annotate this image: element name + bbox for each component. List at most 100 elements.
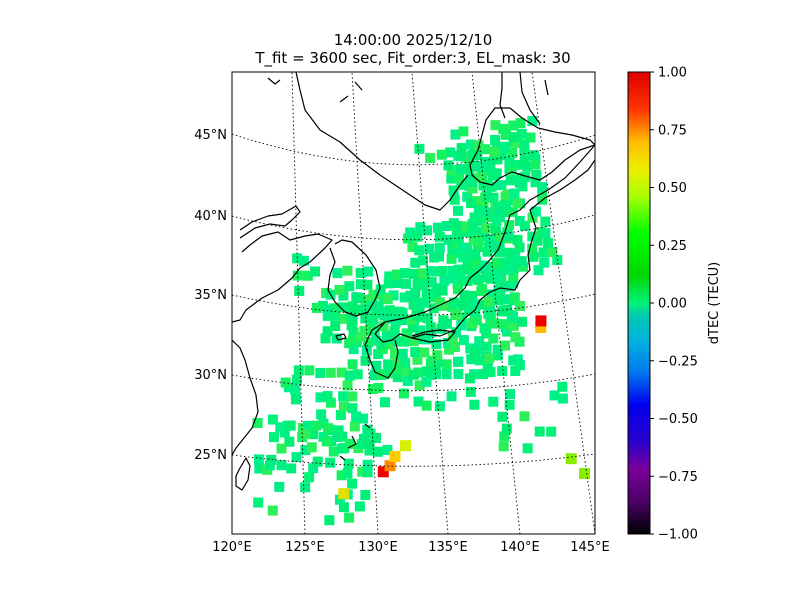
- tec-anomaly-cell: [400, 440, 412, 452]
- tec-cell: [466, 139, 477, 150]
- tec-cell: [477, 283, 488, 294]
- tec-cell: [315, 367, 326, 378]
- tec-cell: [487, 289, 498, 300]
- tec-cell: [365, 428, 376, 439]
- tec-cell: [483, 296, 494, 307]
- colorbar-tick-label: −0.75: [658, 470, 698, 485]
- colorbar: 1.00 0.75 0.50 0.25 0.00 −0.25 −0.50 −0.75 −1.00…: [627, 66, 722, 543]
- tec-cell: [485, 367, 496, 378]
- tec-cell: [365, 322, 376, 333]
- tec-cell: [478, 199, 489, 210]
- tec-cell: [484, 353, 495, 364]
- tec-cell: [422, 225, 433, 236]
- tec-cell: [292, 270, 303, 281]
- tec-cell: [417, 280, 428, 291]
- coastline-shikoku: [411, 329, 456, 343]
- tec-cell: [471, 315, 482, 326]
- tec-cell: [510, 365, 521, 376]
- tec-cell: [346, 320, 357, 331]
- tec-cell: [391, 269, 402, 280]
- tec-cell: [516, 256, 527, 267]
- tec-cell: [460, 221, 471, 232]
- tec-cell: [493, 202, 504, 213]
- tec-cell: [485, 160, 496, 171]
- tec-cell: [477, 369, 488, 380]
- tec-cell: [455, 248, 466, 259]
- tec-cell: [276, 460, 287, 471]
- tec-cell: [530, 177, 541, 188]
- tec-cell: [333, 425, 344, 436]
- tec-cell: [534, 426, 545, 437]
- tec-cell: [325, 457, 336, 468]
- tec-cell: [486, 181, 497, 192]
- colorbar-tick-label: 0.75: [658, 123, 687, 138]
- tec-cell: [417, 268, 428, 279]
- tec-cell: [373, 382, 384, 393]
- tec-cell: [336, 367, 347, 378]
- tec-cell: [514, 177, 525, 188]
- tec-cell: [328, 446, 339, 457]
- tec-cell: [500, 129, 511, 140]
- tec-cell: [453, 264, 464, 275]
- tec-cell: [408, 268, 419, 279]
- tec-cell: [345, 302, 356, 313]
- tec-cell: [424, 243, 435, 254]
- tec-cell: [482, 362, 493, 373]
- tec-cell: [557, 381, 568, 392]
- colorbar-tick-label: 0.25: [658, 239, 687, 254]
- tec-cell: [311, 420, 322, 431]
- tec-cell: [322, 304, 333, 315]
- tec-cell: [436, 149, 447, 160]
- tec-cell: [540, 216, 551, 227]
- tec-cell: [474, 336, 485, 347]
- tec-cell: [452, 205, 463, 216]
- tec-cell: [413, 396, 424, 407]
- tec-cell: [342, 265, 353, 276]
- colorbar-gradient: [627, 71, 651, 535]
- tec-cell: [354, 304, 365, 315]
- tec-cell: [410, 257, 421, 268]
- tec-cell: [538, 247, 549, 258]
- tec-cell: [464, 373, 475, 384]
- tec-anomaly-cell: [389, 450, 401, 462]
- tec-cell: [360, 313, 371, 324]
- tec-cell: [470, 256, 481, 267]
- tec-cell: [443, 344, 454, 355]
- tec-cell: [519, 220, 530, 231]
- colorbar-tick-label: 0.00: [658, 297, 687, 312]
- tec-cell: [506, 195, 517, 206]
- tec-cell: [421, 334, 432, 345]
- tec-cell: [446, 253, 457, 264]
- tec-cell: [528, 251, 539, 262]
- tec-cell: [449, 342, 460, 353]
- tec-cell: [344, 512, 355, 523]
- tec-cell: [480, 269, 491, 280]
- tec-cell: [467, 176, 478, 187]
- tec-cell: [462, 252, 473, 263]
- lat-label-30: 30°N: [194, 368, 227, 383]
- tec-anomaly-cell: [579, 467, 591, 479]
- tec-cell: [427, 288, 438, 299]
- tec-cell: [473, 140, 484, 151]
- tec-cell: [433, 251, 444, 262]
- tec-cell: [510, 332, 521, 343]
- tec-cell: [360, 303, 371, 314]
- tec-cell: [363, 266, 374, 277]
- meridian-125e: [291, 72, 306, 534]
- tec-cell: [280, 377, 291, 388]
- tec-cell: [519, 411, 530, 422]
- tec-cell: [362, 459, 373, 470]
- tec-cell: [450, 327, 461, 338]
- tec-cell: [401, 278, 412, 289]
- tec-cell: [408, 336, 419, 347]
- tec-cell: [252, 418, 263, 429]
- tec-cell: [454, 172, 465, 183]
- tec-cell: [397, 314, 408, 325]
- lon-label-140: 140°E: [500, 540, 540, 555]
- tec-cell: [470, 249, 481, 260]
- tec-cell: [362, 467, 373, 478]
- tec-cell: [267, 505, 278, 516]
- tec-cell: [419, 297, 430, 308]
- tec-cell: [320, 333, 331, 344]
- tec-cell: [446, 173, 457, 184]
